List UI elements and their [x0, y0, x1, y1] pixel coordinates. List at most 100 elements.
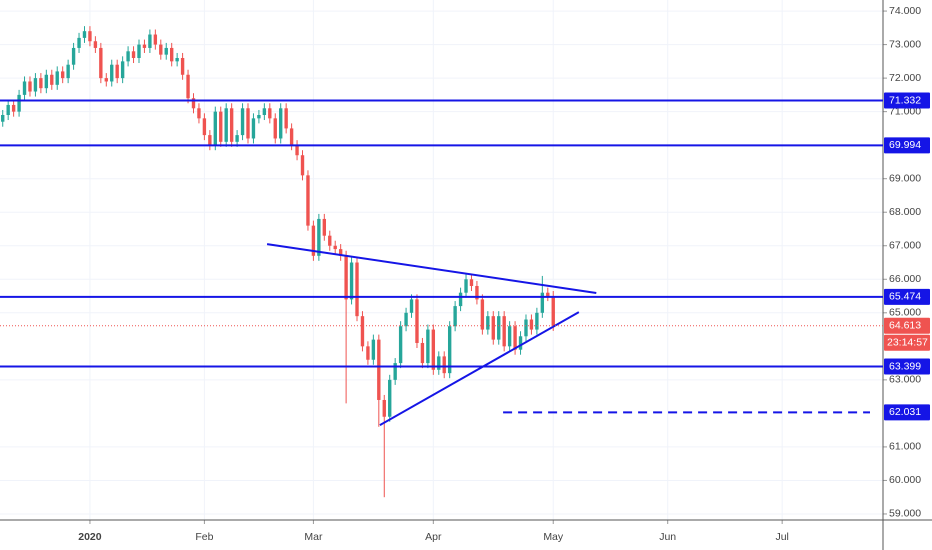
y-tick-label: 59.000 — [889, 508, 921, 520]
candle-body — [180, 58, 185, 75]
candle-body — [93, 41, 98, 48]
candle-body — [202, 118, 207, 136]
candle-body — [251, 118, 256, 139]
candle-body — [447, 326, 452, 374]
candle-body — [17, 94, 21, 112]
candle-body — [131, 51, 136, 59]
candle-body — [186, 74, 190, 99]
candle-body — [388, 379, 392, 417]
candle-body — [44, 74, 49, 89]
y-tick-label: 69.000 — [889, 172, 921, 184]
candle-body — [115, 64, 119, 79]
candle-body — [442, 356, 446, 374]
level-label: 62.031 — [889, 406, 921, 418]
y-tick-label: 68.000 — [889, 206, 921, 218]
candle-body — [311, 225, 316, 256]
level-label: 63.399 — [889, 360, 921, 372]
y-tick-label: 66.000 — [889, 273, 921, 285]
candle-body — [235, 135, 239, 142]
level-box — [884, 92, 930, 109]
candle-body — [355, 262, 359, 317]
level-label: 65.474 — [889, 291, 921, 303]
candle-body — [153, 34, 158, 45]
level-label: 71.332 — [889, 94, 921, 106]
candle-body — [60, 71, 65, 79]
candle-body — [535, 312, 539, 330]
candle-body — [502, 316, 506, 347]
candle-body — [229, 108, 234, 142]
candle-body — [240, 108, 245, 136]
candle-body — [6, 104, 10, 115]
x-tick-label: Jul — [775, 531, 788, 543]
last-price-label: 64.613 — [889, 320, 921, 332]
x-tick-label: Jun — [659, 531, 676, 543]
candle-body — [486, 316, 490, 330]
candle-body — [71, 47, 76, 65]
candle-body — [338, 249, 343, 256]
candle-body — [404, 312, 408, 327]
x-tick-label: Apr — [425, 531, 442, 543]
candle-body — [475, 285, 479, 300]
y-tick-label: 73.000 — [889, 38, 921, 50]
trendline — [266, 243, 597, 295]
candle-body — [170, 47, 174, 62]
candle-body — [507, 326, 512, 347]
candle-body — [529, 319, 534, 330]
level-box — [884, 404, 930, 421]
candle-body — [159, 44, 163, 55]
candle-body — [28, 81, 32, 92]
candle-body — [328, 235, 332, 246]
candle-body — [360, 316, 365, 347]
candle-body — [191, 98, 196, 109]
candle-body — [371, 339, 376, 360]
candle-body — [120, 61, 125, 79]
candle-body — [213, 111, 217, 146]
candle-body — [464, 279, 468, 293]
candle-body — [344, 255, 348, 300]
candle-body — [142, 44, 147, 48]
candle-body — [306, 175, 310, 226]
y-tick-label: 74.000 — [889, 5, 921, 17]
candle-body — [453, 306, 457, 327]
candle-body — [497, 316, 501, 340]
candle-body — [349, 262, 354, 300]
candle-body — [551, 296, 555, 326]
level-label: 69.994 — [889, 139, 921, 151]
candle-body — [273, 118, 277, 139]
candle-body — [66, 64, 70, 79]
candle-body — [82, 31, 87, 38]
candle-body — [377, 339, 381, 400]
candle-body — [431, 329, 436, 370]
candle-body — [262, 108, 267, 115]
candle-body — [546, 292, 550, 297]
candle-body — [409, 299, 414, 313]
countdown-box — [884, 334, 930, 351]
candle-body — [333, 245, 337, 250]
candle-body — [99, 47, 103, 79]
candle-body — [175, 58, 179, 62]
trendline — [379, 311, 580, 426]
countdown-label: 23:14:57 — [887, 337, 928, 349]
y-tick-label: 67.000 — [889, 240, 921, 252]
candle-body — [322, 218, 327, 236]
candle-body — [246, 108, 250, 139]
candle-body — [491, 316, 495, 340]
level-box — [884, 137, 930, 154]
x-tick-label: 2020 — [78, 531, 102, 543]
candle-body — [50, 74, 54, 85]
candle-body — [382, 399, 386, 417]
x-tick-label: May — [543, 531, 564, 543]
candle-body — [393, 363, 397, 380]
candle-body — [279, 108, 283, 139]
candle-body — [219, 111, 223, 142]
x-tick-label: Mar — [304, 531, 323, 543]
candle-body — [540, 292, 545, 313]
candle-body — [458, 292, 463, 307]
candle-body — [518, 336, 523, 350]
last-price-box — [884, 317, 930, 334]
y-tick-label: 72.000 — [889, 72, 921, 84]
candle-body — [137, 44, 141, 59]
candle-body — [284, 108, 288, 129]
candle-body — [398, 326, 403, 364]
